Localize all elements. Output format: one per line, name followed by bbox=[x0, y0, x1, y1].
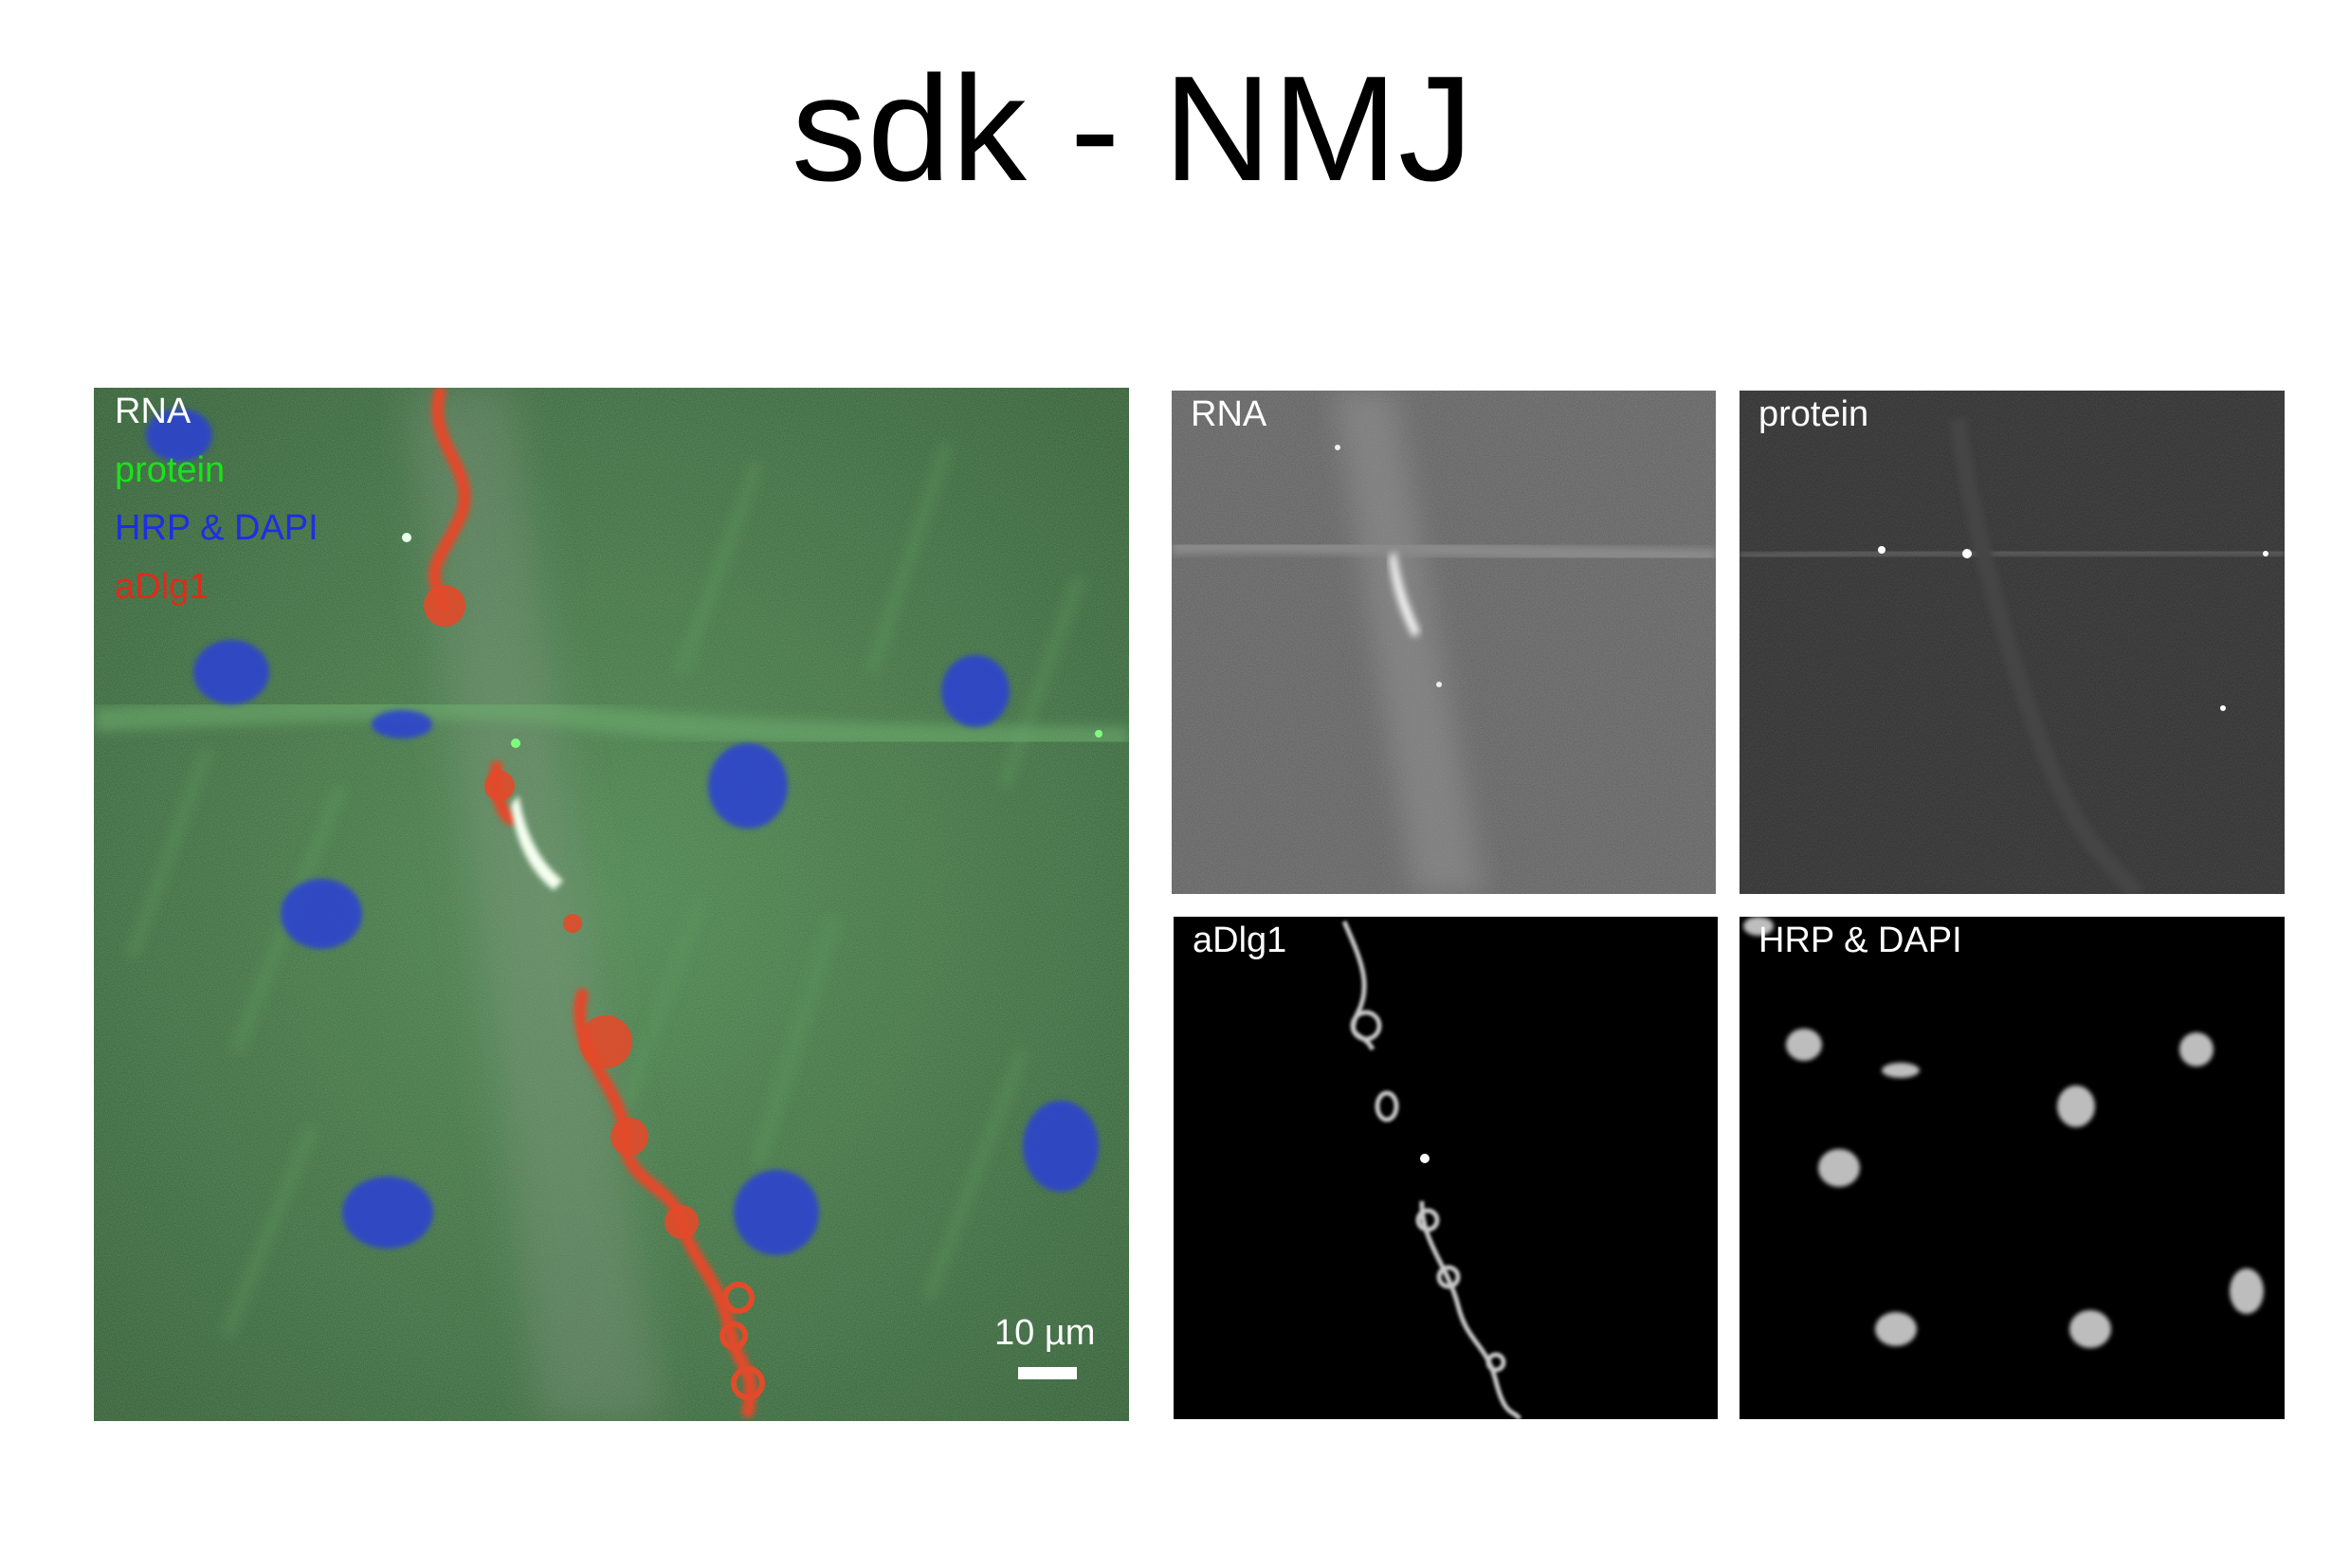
protein-micrograph: protein bbox=[1740, 391, 2285, 894]
figure-title: sdk - NMJ bbox=[792, 46, 1474, 212]
rna-micrograph: RNA bbox=[1172, 391, 1716, 894]
hrp-dapi-micrograph: HRP & DAPI bbox=[1740, 917, 2285, 1419]
scale-bar-label: 10 µm bbox=[994, 1313, 1096, 1353]
legend-protein: protein bbox=[115, 450, 226, 490]
merged-micrograph: RNA protein HRP & DAPI aDlg1 10 µm bbox=[94, 388, 1129, 1421]
panel-label-rna: RNA bbox=[1191, 394, 1267, 434]
panel-label-adlg1: aDlg1 bbox=[1193, 921, 1287, 960]
panel-label-protein: protein bbox=[1758, 394, 1869, 434]
scale-bar bbox=[1018, 1367, 1077, 1379]
legend-hrp-dapi: HRP & DAPI bbox=[115, 508, 319, 548]
legend-adlg1: aDlg1 bbox=[115, 567, 209, 607]
legend-rna: RNA bbox=[115, 392, 191, 431]
panel-label-hrp-dapi: HRP & DAPI bbox=[1758, 921, 1962, 960]
adlg1-micrograph: aDlg1 bbox=[1174, 917, 1718, 1419]
